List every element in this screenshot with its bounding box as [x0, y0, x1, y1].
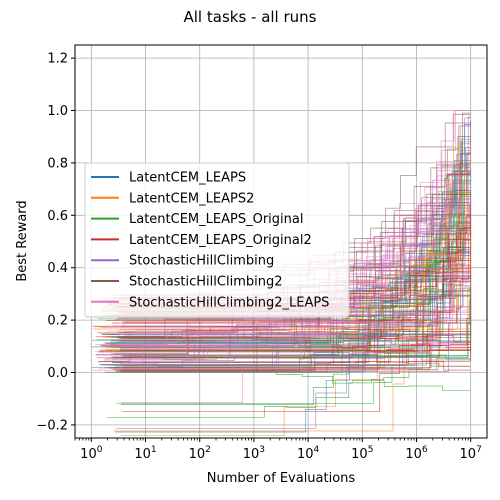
run-line	[116, 232, 471, 404]
run-line	[100, 110, 471, 328]
run-line	[121, 117, 471, 367]
x-tick-label: 104	[297, 445, 320, 462]
run-line	[109, 153, 471, 369]
run-line	[101, 165, 471, 365]
run-line	[121, 309, 471, 363]
y-tick-label: 0.4	[47, 261, 68, 276]
legend-box	[84, 162, 350, 318]
legend-label: StochasticHillClimbing	[129, 254, 274, 269]
x-tick-label: 107	[460, 445, 482, 462]
legend-label: StochasticHillClimbing2_LEAPS	[129, 295, 329, 310]
legend-label: LatentCEM_LEAPS_Original2	[129, 233, 312, 248]
x-axis-label: Number of Evaluations	[207, 471, 356, 486]
run-line	[96, 317, 471, 355]
legend-label: LatentCEM_LEAPS_Original	[129, 212, 303, 227]
x-tick-label: 105	[351, 445, 373, 462]
plot-frame	[74, 44, 488, 439]
run-line	[94, 125, 471, 317]
run-line	[121, 233, 471, 413]
run-line	[101, 330, 471, 339]
chart-title: All tasks - all runs	[184, 8, 317, 26]
run-line	[107, 358, 471, 418]
run-line	[112, 122, 471, 363]
x-tick-label: 106	[405, 445, 428, 462]
run-line	[120, 120, 471, 358]
y-tick-label: 1.0	[47, 104, 68, 119]
run-line	[113, 260, 471, 307]
x-tick-label: 101	[134, 445, 156, 462]
y-tick-label: −0.2	[36, 418, 68, 433]
y-tick-label: 0.8	[47, 156, 68, 171]
y-tick-label: 0.6	[47, 209, 68, 224]
legend-label: StochasticHillClimbing2	[129, 275, 283, 290]
x-tick-label: 102	[189, 445, 211, 462]
run-line	[123, 320, 471, 339]
run-line	[104, 207, 471, 369]
run-line	[123, 311, 471, 329]
run-line	[120, 136, 471, 371]
run-line	[97, 279, 472, 353]
run-line	[94, 223, 471, 328]
run-line	[104, 269, 471, 315]
run-line	[96, 125, 471, 333]
run-line	[98, 322, 472, 362]
y-tick-label: 0.2	[47, 314, 68, 329]
run-line	[116, 327, 471, 336]
y-axis-label: Best Reward	[15, 200, 30, 281]
y-tick-label: 0.0	[47, 366, 68, 381]
legend-label: LatentCEM_LEAPS2	[129, 191, 254, 206]
y-axis: −0.2 0.0 0.2 0.4 0.6 0.8 1.0 1.2	[36, 52, 75, 433]
legend-label: LatentCEM_LEAPS	[129, 171, 246, 186]
run-line	[121, 370, 471, 391]
y-tick-label: 1.2	[47, 52, 68, 67]
run-line	[101, 280, 471, 365]
x-axis: 100 101 102 103 104 105 106 107	[74, 438, 482, 462]
x-tick-label: 100	[80, 445, 103, 462]
run-line	[105, 165, 471, 356]
x-tick-label: 103	[243, 445, 265, 462]
run-line	[99, 240, 472, 346]
legend: LatentCEM_LEAPS LatentCEM_LEAPS2 LatentCEM…	[84, 162, 350, 318]
